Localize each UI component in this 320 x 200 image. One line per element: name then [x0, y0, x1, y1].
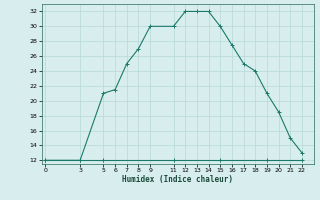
X-axis label: Humidex (Indice chaleur): Humidex (Indice chaleur)	[122, 175, 233, 184]
